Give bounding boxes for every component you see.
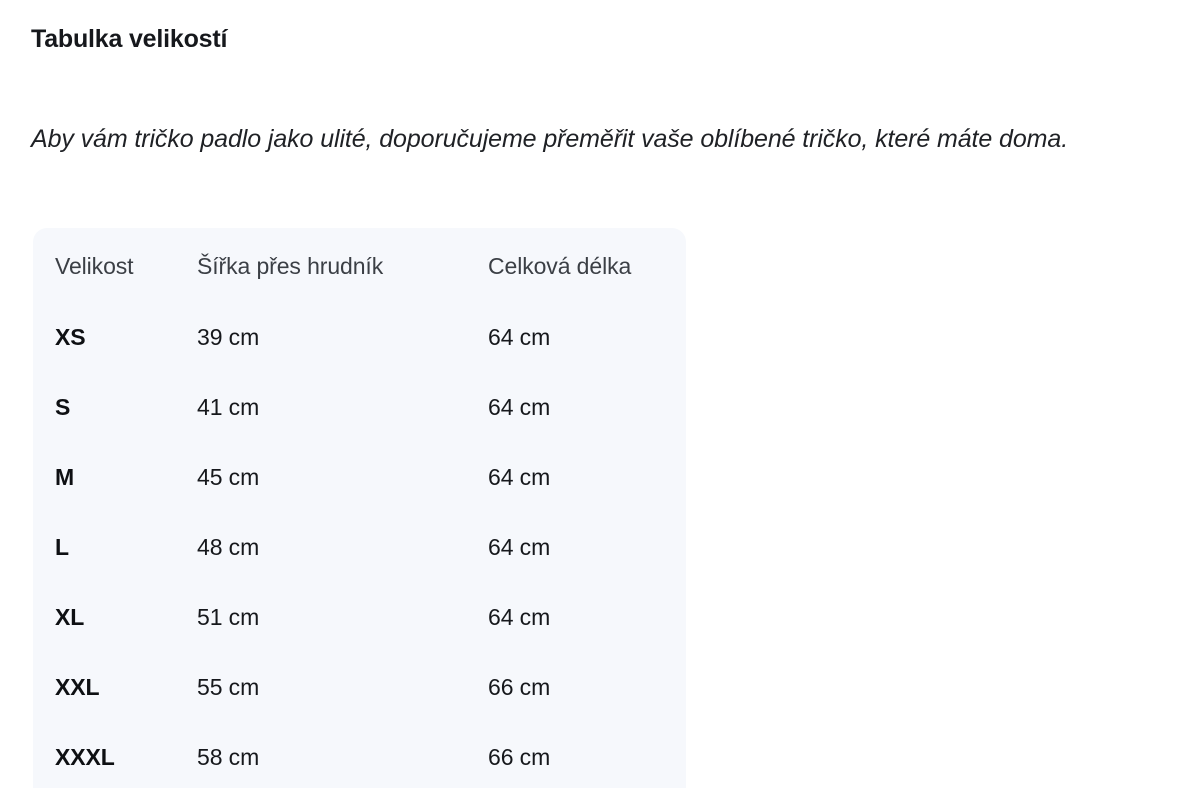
intro-paragraph: Aby vám tričko padlo jako ulité, doporuč… xyxy=(31,125,1069,153)
cell-total-length: 64 cm xyxy=(488,533,551,560)
cell-chest-width: 41 cm xyxy=(197,393,260,420)
size-table-panel: Velikost Šířka přes hrudník Celková délk… xyxy=(33,228,686,788)
cell-total-length: 64 cm xyxy=(488,603,551,630)
cell-total-length: 66 cm xyxy=(488,673,551,700)
cell-chest-width: 51 cm xyxy=(197,603,260,630)
column-header-chest-width: Šířka přes hrudník xyxy=(197,252,384,279)
cell-size: S xyxy=(55,393,71,420)
cell-chest-width: 48 cm xyxy=(197,533,260,560)
column-header-total-length: Celková délka xyxy=(488,252,632,279)
cell-chest-width: 39 cm xyxy=(197,323,260,350)
table-row: S 41 cm 64 cm xyxy=(33,372,686,442)
cell-size: L xyxy=(55,533,69,560)
cell-size: XXL xyxy=(55,673,100,700)
size-table-body: XS 39 cm 64 cm S 41 cm 64 cm M 45 cm 64 … xyxy=(33,302,686,792)
cell-total-length: 64 cm xyxy=(488,323,551,350)
cell-total-length: 64 cm xyxy=(488,463,551,490)
cell-chest-width: 55 cm xyxy=(197,673,260,700)
size-table-header: Velikost Šířka přes hrudník Celková délk… xyxy=(33,228,686,302)
cell-size: M xyxy=(55,463,75,490)
table-row: L 48 cm 64 cm xyxy=(33,512,686,582)
table-row: XXXL 58 cm 66 cm xyxy=(33,722,686,792)
cell-chest-width: 58 cm xyxy=(197,743,260,770)
size-table: Velikost Šířka přes hrudník Celková délk… xyxy=(33,228,686,792)
cell-total-length: 64 cm xyxy=(488,393,551,420)
cell-size: XL xyxy=(55,603,85,630)
cell-size: XS xyxy=(55,323,86,350)
table-row: M 45 cm 64 cm xyxy=(33,442,686,512)
table-row: XS 39 cm 64 cm xyxy=(33,302,686,372)
table-header-row: Velikost Šířka přes hrudník Celková délk… xyxy=(33,228,686,302)
cell-chest-width: 45 cm xyxy=(197,463,260,490)
cell-total-length: 66 cm xyxy=(488,743,551,770)
table-row: XXL 55 cm 66 cm xyxy=(33,652,686,722)
page-title: Tabulka velikostí xyxy=(31,25,228,53)
table-row: XL 51 cm 64 cm xyxy=(33,582,686,652)
cell-size: XXXL xyxy=(55,743,115,770)
column-header-size: Velikost xyxy=(55,252,134,279)
